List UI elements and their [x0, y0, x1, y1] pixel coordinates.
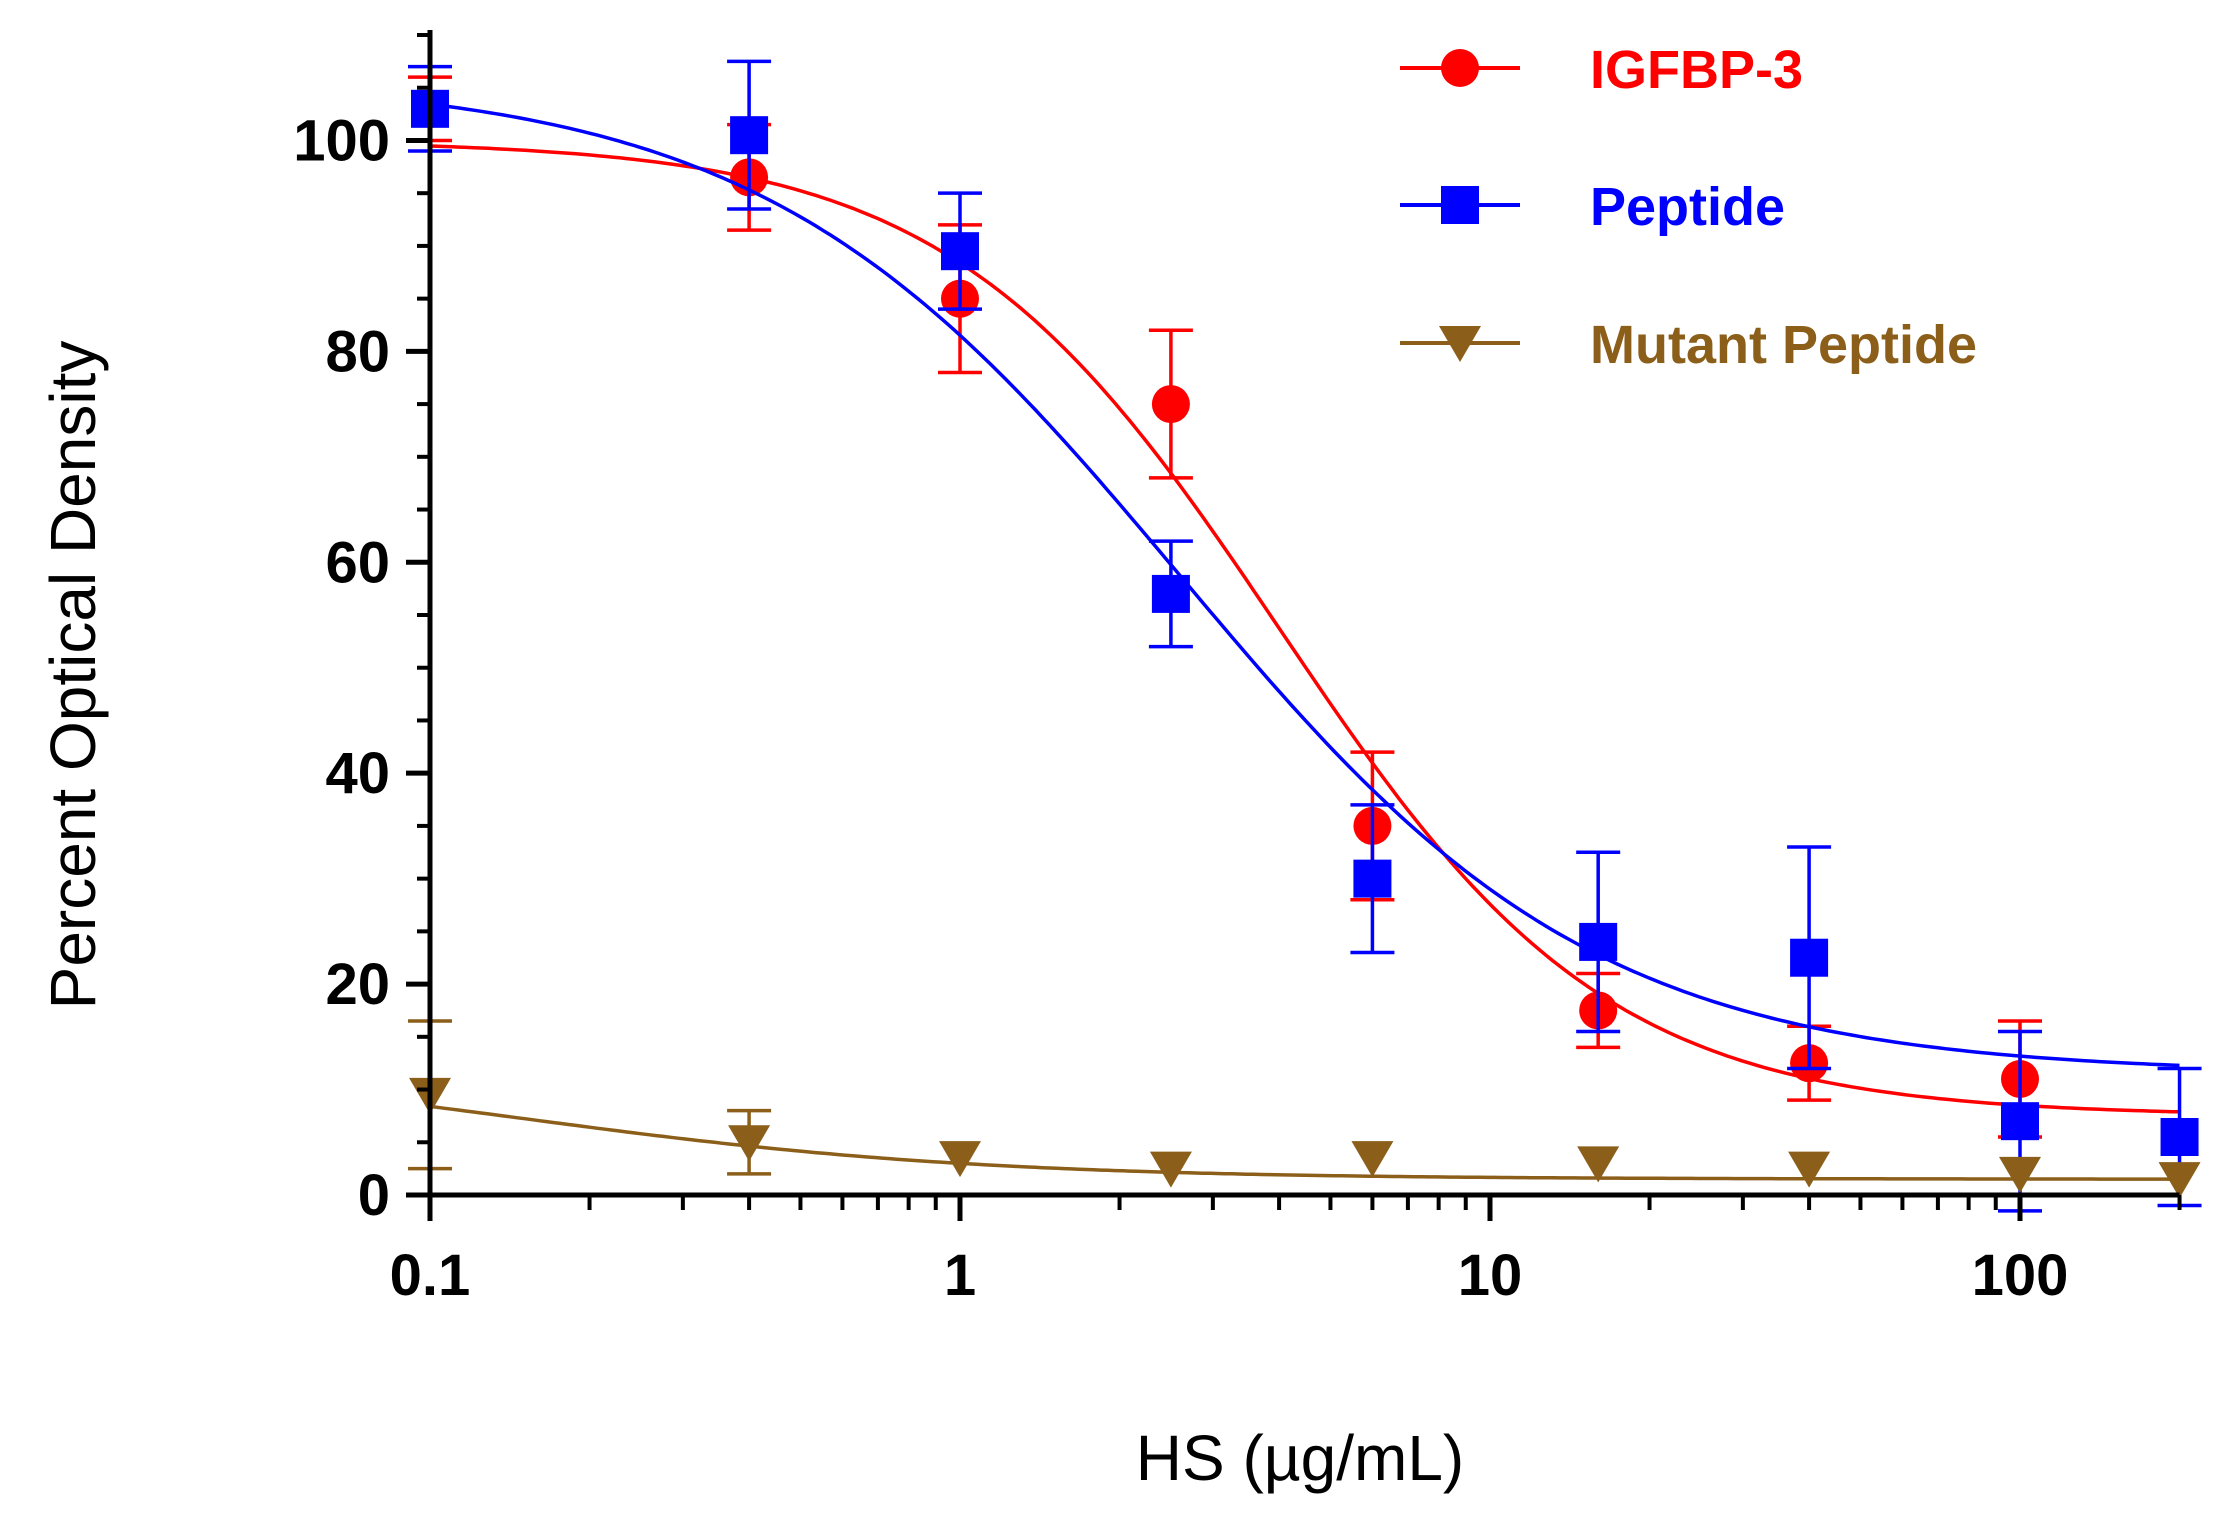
- data-point: [2001, 1102, 2039, 1141]
- data-point: [1999, 1156, 2041, 1193]
- data-point: [1353, 859, 1392, 898]
- y-axis-title: Percent Optical Density: [37, 341, 109, 1010]
- legend-marker: [1441, 49, 1479, 87]
- data-point: [1788, 1151, 1831, 1188]
- x-tick-label: 10: [1458, 1243, 1523, 1308]
- data-point: [1149, 1151, 1192, 1188]
- x-axis-title: HS (µg/mL): [1136, 1422, 1464, 1494]
- x-tick-label: 0.1: [390, 1243, 471, 1308]
- legend-marker: [1439, 326, 1481, 362]
- legend-label: Mutant Peptide: [1590, 315, 1977, 375]
- data-point: [1151, 574, 1190, 613]
- y-tick-label: 40: [325, 741, 390, 806]
- y-tick-label: 80: [325, 319, 390, 384]
- data-point: [728, 1125, 771, 1162]
- data-point: [1790, 938, 1829, 977]
- data-point: [2158, 1162, 2201, 1199]
- y-tick-label: 0: [358, 1163, 390, 1228]
- legend-marker: [1441, 186, 1479, 224]
- data-point: [2160, 1118, 2199, 1156]
- axes-layer: 0 20 40 60 80 100 0.1 1 10 100: [293, 30, 2182, 1308]
- data-point: [1151, 385, 1190, 424]
- y-tick-label: 60: [325, 530, 390, 595]
- fit-curve-2: [429, 1104, 2180, 1181]
- data-point: [939, 1141, 981, 1178]
- fit-curve-0: [429, 144, 2180, 1114]
- data-point: [941, 232, 979, 271]
- plot-layer: [408, 59, 2202, 1213]
- data-point: [730, 116, 769, 155]
- x-tick-label: 1: [944, 1243, 976, 1308]
- data-point: [1579, 922, 1618, 961]
- data-point: [1577, 1146, 1620, 1183]
- legend-label: IGFBP-3: [1590, 40, 1803, 100]
- x-tick-label: 100: [1972, 1243, 2069, 1308]
- y-tick-label: 100: [293, 108, 390, 173]
- legend: IGFBP-3 Peptide Mutant Peptide: [1400, 40, 1977, 375]
- y-tick-label: 20: [325, 952, 390, 1017]
- legend-label: Peptide: [1590, 177, 1785, 237]
- fit-curve-1: [429, 102, 2180, 1068]
- data-point: [1351, 1141, 1394, 1178]
